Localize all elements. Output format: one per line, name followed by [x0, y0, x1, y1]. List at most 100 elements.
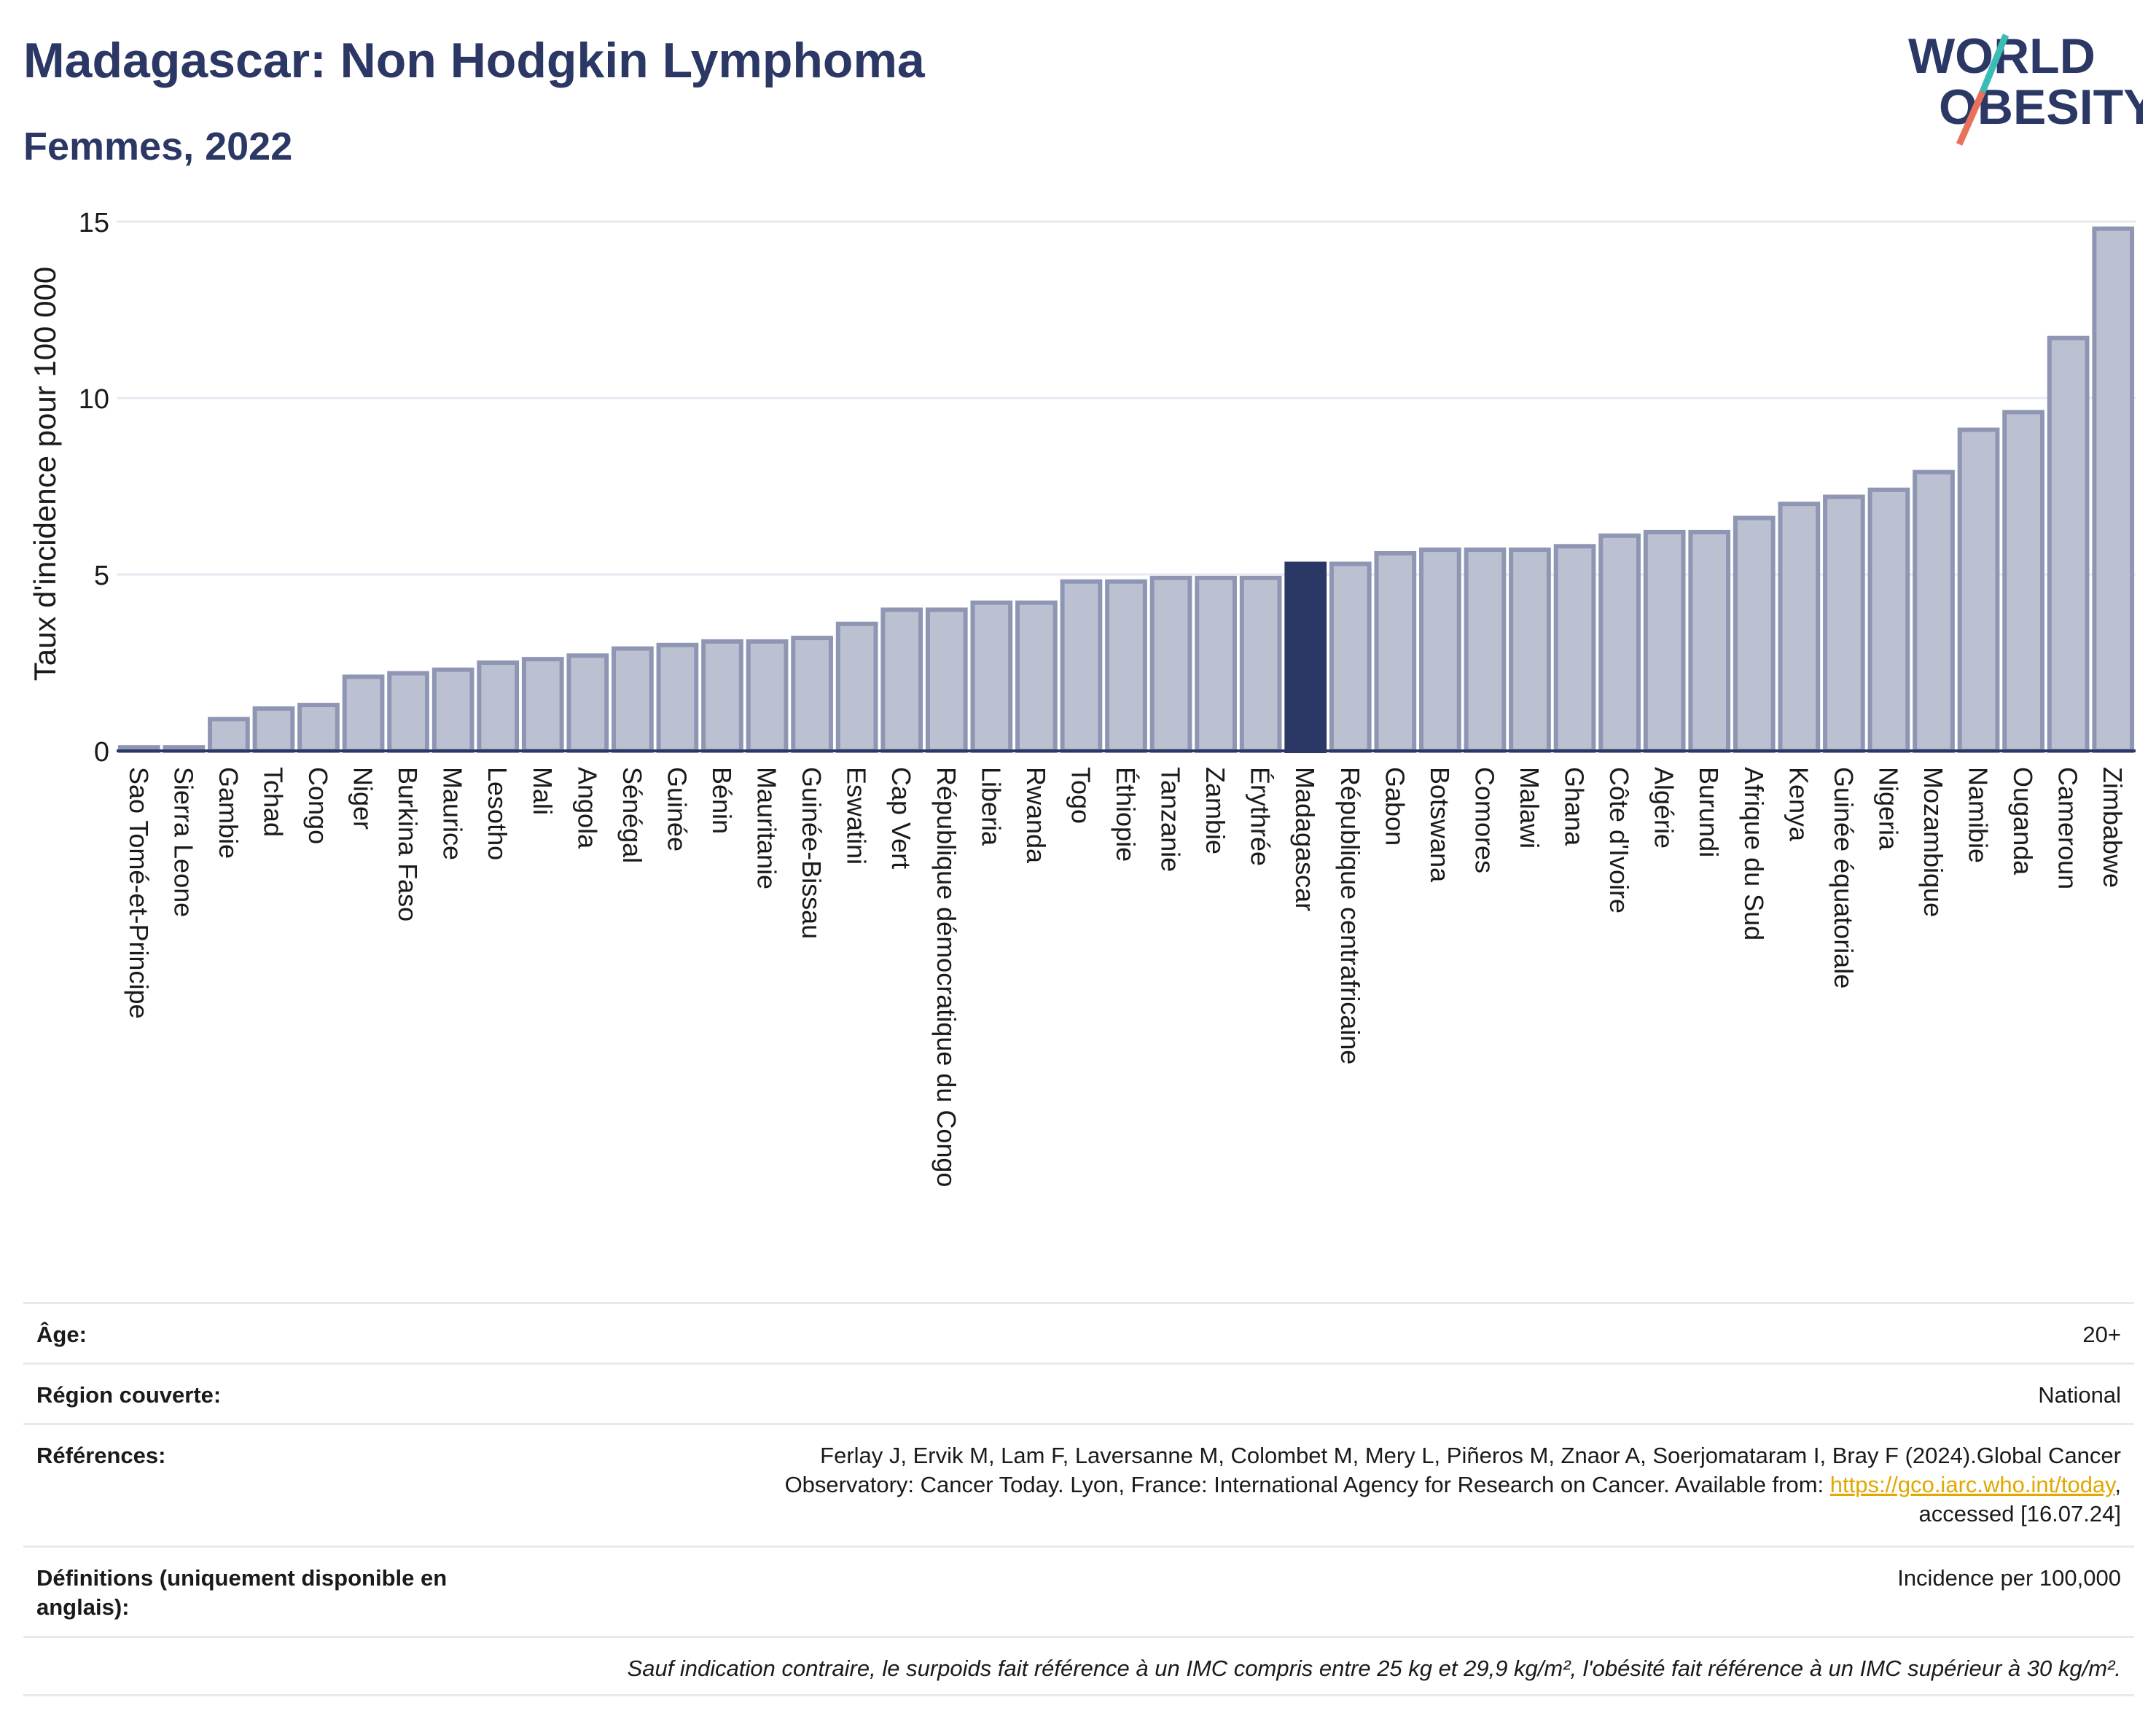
age-value: 20+	[2082, 1322, 2121, 1347]
x-tick-label: Rwanda	[1021, 767, 1051, 864]
x-tick-label: Sao Tomé-et-Principe	[124, 767, 154, 1019]
references-line1: Ferlay J, Ervik M, Lam F, Laversanne M, …	[820, 1443, 2121, 1468]
x-tick-label: Algérie	[1649, 767, 1679, 849]
info-row-note: Sauf indication contraire, le surpoids f…	[23, 1636, 2134, 1696]
y-axis-label: Taux d'incidence pour 100 000	[28, 267, 62, 681]
bar	[1015, 600, 1058, 753]
x-tick-label: Ghana	[1560, 767, 1590, 846]
y-tick-label: 10	[79, 384, 109, 415]
bar	[1374, 550, 1417, 754]
x-tick-label: Nigeria	[1873, 767, 1903, 851]
x-tick-label: Kenya	[1784, 767, 1813, 842]
chart-subtitle: Femmes, 2022	[23, 125, 293, 168]
bar	[1957, 427, 2000, 753]
chart-title: Madagascar: Non Hodgkin Lymphoma	[23, 33, 925, 88]
bar	[1688, 529, 1731, 753]
x-tick-label: Eswatini	[842, 767, 872, 865]
region-label: Région couverte:	[36, 1382, 222, 1408]
x-tick-label: Guinée	[662, 767, 692, 851]
definitions-label: Définitions (uniquement disponible en an…	[36, 1565, 448, 1620]
bar	[1733, 515, 1776, 753]
info-row-definitions: Définitions (uniquement disponible en an…	[23, 1545, 2134, 1636]
bar	[521, 657, 564, 753]
info-row-references: Références: Ferlay J, Ervik M, Lam F, La…	[23, 1423, 2134, 1545]
bar	[1195, 575, 1237, 754]
bars	[117, 226, 2135, 754]
bar	[1239, 575, 1282, 754]
x-tick-label: Éthiopie	[1111, 767, 1141, 862]
x-tick-label: Ouganda	[2008, 767, 2038, 876]
obesity-definition-note: Sauf indication contraire, le surpoids f…	[627, 1656, 2121, 1681]
x-tick-label: République centrafricaine	[1335, 767, 1365, 1064]
bar-highlighted	[1284, 561, 1327, 753]
bar	[656, 642, 699, 753]
x-tick-label: Lesotho	[483, 767, 512, 860]
bar	[1060, 579, 1103, 753]
references-label: Références:	[36, 1443, 166, 1468]
x-tick-label: Bénin	[707, 767, 737, 834]
x-tick-label: Angola	[572, 767, 602, 849]
region-value: National	[2038, 1382, 2121, 1408]
x-tick-label: Cap Vert	[886, 767, 916, 869]
bar	[612, 646, 654, 754]
x-tick-label: Tchad	[258, 767, 288, 837]
info-row-region: Région couverte: National	[23, 1362, 2134, 1423]
bar	[746, 639, 789, 754]
x-tick-label: Côte d'Ivoire	[1604, 767, 1634, 913]
x-tick-label: Comores	[1469, 767, 1499, 873]
x-tick-label: Sénégal	[617, 767, 647, 863]
x-tick-label: Botswana	[1425, 767, 1455, 883]
info-table: Âge: 20+ Région couverte: National Référ…	[23, 1302, 2134, 1696]
age-label: Âge:	[36, 1322, 87, 1347]
x-tick-label: Congo	[303, 767, 333, 844]
references-value: Ferlay J, Ervik M, Lam F, Laversanne M, …	[532, 1441, 2121, 1545]
bar	[970, 600, 1013, 753]
logo-slash-red	[1956, 90, 1986, 146]
bar	[701, 639, 743, 754]
x-tick-label: Niger	[348, 767, 378, 830]
x-tick-label: Gabon	[1380, 767, 1410, 846]
bar	[431, 667, 474, 753]
x-tick-label: Maurice	[438, 767, 468, 860]
bar	[1553, 544, 1596, 754]
bar	[1867, 487, 1910, 754]
x-tick-label: Burkina Faso	[393, 767, 423, 921]
logo-slash-teal	[1979, 34, 2009, 93]
x-tick-label: Guinée-Bissau	[797, 767, 827, 939]
bar	[835, 621, 878, 754]
bar	[1105, 579, 1147, 753]
references-link[interactable]: https://gco.iarc.who.int/today	[1829, 1472, 2115, 1497]
x-tick-label: République démocratique du Congo	[931, 767, 961, 1187]
bar	[1643, 529, 1686, 753]
x-tick-label: Namibie	[1964, 767, 1993, 863]
bar	[2092, 226, 2135, 753]
x-tick-label: Togo	[1066, 767, 1095, 824]
x-tick-label: Cameroun	[2053, 767, 2083, 889]
bar-chart: 0 5 10 15 Sao Tomé-et-Principe Sierra Leone G…	[28, 208, 2136, 1187]
bar	[1329, 561, 1372, 753]
bar	[1419, 547, 1461, 753]
bar	[791, 636, 833, 753]
x-tick-label: Liberia	[976, 767, 1006, 846]
bar	[2047, 335, 2090, 754]
world-obesity-logo: WORLD OBESITY	[1908, 28, 2143, 146]
bar	[342, 674, 385, 753]
x-tick-label: Sierra Leone	[168, 767, 198, 917]
x-tick-label: Malawi	[1515, 767, 1544, 849]
x-axis-labels: Sao Tomé-et-Principe Sierra Leone Gambie Tc…	[124, 767, 2128, 1187]
bar	[252, 706, 295, 753]
definitions-value: Incidence per 100,000	[1897, 1565, 2121, 1591]
bar	[1778, 502, 1821, 753]
bar	[2002, 410, 2044, 753]
y-tick-label: 15	[79, 208, 109, 238]
references-comma: ,	[2114, 1472, 2121, 1497]
bar	[208, 717, 250, 754]
bar	[1509, 547, 1551, 753]
bar	[880, 607, 923, 754]
x-tick-label: Mauritanie	[752, 767, 782, 889]
bar	[477, 660, 520, 753]
bar	[925, 607, 968, 754]
x-tick-label: Guinée équatoriale	[1829, 767, 1859, 989]
bar	[1913, 469, 1955, 753]
x-tick-label: Afrique du Sud	[1739, 767, 1769, 940]
